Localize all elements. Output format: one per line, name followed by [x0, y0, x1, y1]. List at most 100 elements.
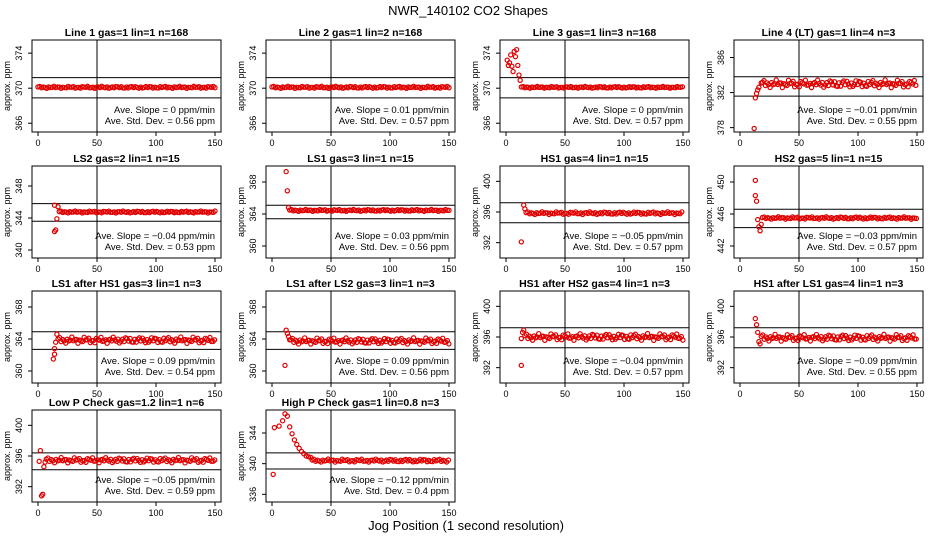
- x-tick-label: 150: [207, 508, 222, 518]
- x-tick-label: 0: [503, 138, 508, 148]
- data-point: [283, 168, 289, 175]
- panel-title: Line 3 gas=1 lin=3 n=168: [533, 27, 657, 39]
- x-tick-label: 150: [675, 389, 690, 399]
- data-point: [506, 60, 513, 66]
- data-point: [676, 84, 682, 90]
- plot-frame: [733, 165, 924, 259]
- data-point: [36, 458, 42, 465]
- chart-panel: LS1 after HS1 gas=3 lin=1 n=3 approx. ppm…: [2, 278, 223, 399]
- data-point: [905, 84, 911, 90]
- plot-frame: [265, 290, 456, 384]
- data-point: [211, 337, 218, 343]
- x-tick-label: 0: [269, 508, 274, 518]
- stats-annotation: Ave. Std. Dev. = 0.57 ppm: [573, 242, 683, 253]
- data-point: [513, 46, 520, 53]
- data-point: [37, 447, 44, 454]
- stats-annotation: Ave. Slope = 0.09 ppm/min: [335, 356, 449, 367]
- data-point: [752, 192, 759, 199]
- data-point: [569, 84, 576, 91]
- y-tick-label: 370: [248, 81, 258, 96]
- x-tick-label: 50: [794, 389, 804, 399]
- data-point: [212, 208, 218, 214]
- y-axis-label: approx. ppm: [470, 61, 480, 111]
- data-point: [271, 424, 278, 431]
- data-point: [552, 332, 559, 338]
- stats-annotation: Ave. Std. Dev. = 0.55 ppm: [807, 116, 917, 127]
- y-tick-label: 366: [482, 116, 492, 131]
- data-point: [276, 423, 282, 429]
- data-point: [790, 78, 796, 85]
- x-tick-label: 50: [560, 389, 570, 399]
- panel-title: HS1 gas=4 lin=1 n=15: [541, 153, 649, 165]
- data-point: [518, 239, 525, 245]
- data-point: [279, 418, 286, 424]
- y-tick-label: 368: [248, 299, 258, 314]
- x-tick-label: 150: [909, 138, 924, 148]
- y-tick-label: 396: [482, 329, 492, 344]
- y-tick-label: 360: [14, 363, 24, 378]
- x-tick-label: 150: [909, 389, 924, 399]
- data-point: [857, 79, 864, 85]
- x-tick-label: 100: [850, 389, 865, 399]
- data-point: [913, 82, 919, 89]
- y-tick-label: 450: [716, 174, 726, 189]
- y-tick-label: 374: [14, 46, 24, 61]
- panels-container: Line 1 gas=1 lin=1 n=168 approx. ppm 0 50 10…: [2, 27, 925, 518]
- stats-annotation: Ave. Slope = −0.04 ppm/min: [95, 231, 215, 242]
- x-tick-label: 150: [675, 138, 690, 148]
- data-point: [789, 332, 795, 339]
- data-point: [86, 335, 92, 341]
- chart-panel: HS2 gas=5 lin=1 n=15 approx. ppm 0 50 100 150…: [704, 153, 925, 274]
- data-point: [54, 216, 60, 222]
- plot-frame: [733, 39, 924, 133]
- data-point: [282, 362, 288, 369]
- plot-frame: [265, 39, 456, 133]
- data-point: [767, 84, 773, 91]
- data-point: [287, 424, 293, 430]
- data-point: [796, 84, 802, 90]
- data-point: [773, 77, 779, 83]
- data-point: [758, 221, 764, 228]
- data-point: [753, 322, 760, 328]
- panel-title: HS1 after LS1 gas=4 lin=1 n=3: [754, 278, 904, 290]
- x-tick-label: 50: [560, 138, 570, 148]
- chart-panel: LS1 after LS2 gas=3 lin=1 n=3 approx. ppm…: [236, 278, 457, 399]
- y-axis-label: approx. ppm: [2, 312, 12, 362]
- data-point: [756, 84, 762, 91]
- y-tick-label: 386: [716, 50, 726, 65]
- data-point: [899, 78, 905, 85]
- data-point: [515, 62, 521, 69]
- y-tick-label: 396: [14, 448, 24, 463]
- stats-annotation: Ave. Slope = −0.09 ppm/min: [797, 356, 917, 367]
- data-point: [509, 63, 515, 69]
- x-tick-label: 0: [35, 138, 40, 148]
- x-tick-label: 100: [382, 264, 397, 274]
- x-tick-label: 50: [326, 264, 336, 274]
- panel-title: LS1 after HS1 gas=3 lin=1 n=3: [52, 278, 202, 290]
- y-tick-label: 364: [248, 206, 258, 221]
- data-point: [512, 53, 519, 60]
- x-tick-label: 50: [326, 508, 336, 518]
- y-tick-label: 392: [482, 235, 492, 250]
- data-point: [212, 85, 218, 91]
- stats-annotation: Ave. Slope = −0.01 ppm/min: [797, 105, 917, 116]
- data-point: [898, 333, 904, 339]
- x-tick-label: 100: [148, 264, 163, 274]
- y-tick-label: 400: [482, 174, 492, 189]
- stats-annotation: Ave. Std. Dev. = 0.57 ppm: [573, 367, 683, 378]
- x-tick-label: 50: [326, 138, 336, 148]
- data-point: [508, 52, 514, 58]
- y-tick-label: 364: [14, 331, 24, 346]
- y-tick-label: 360: [248, 238, 258, 253]
- x-tick-label: 50: [326, 389, 336, 399]
- x-tick-label: 0: [269, 264, 274, 274]
- x-tick-label: 50: [92, 138, 102, 148]
- data-point: [427, 336, 434, 342]
- chart-panel: High P Check gas=1 lin=0.8 n=3 approx. pp…: [236, 397, 457, 518]
- y-tick-label: 370: [482, 81, 492, 96]
- y-tick-label: 360: [248, 363, 258, 378]
- panel-title: Line 2 gas=1 lin=2 n=168: [299, 27, 423, 39]
- y-tick-label: 368: [248, 174, 258, 189]
- data-point: [521, 327, 527, 333]
- data-point: [41, 464, 47, 470]
